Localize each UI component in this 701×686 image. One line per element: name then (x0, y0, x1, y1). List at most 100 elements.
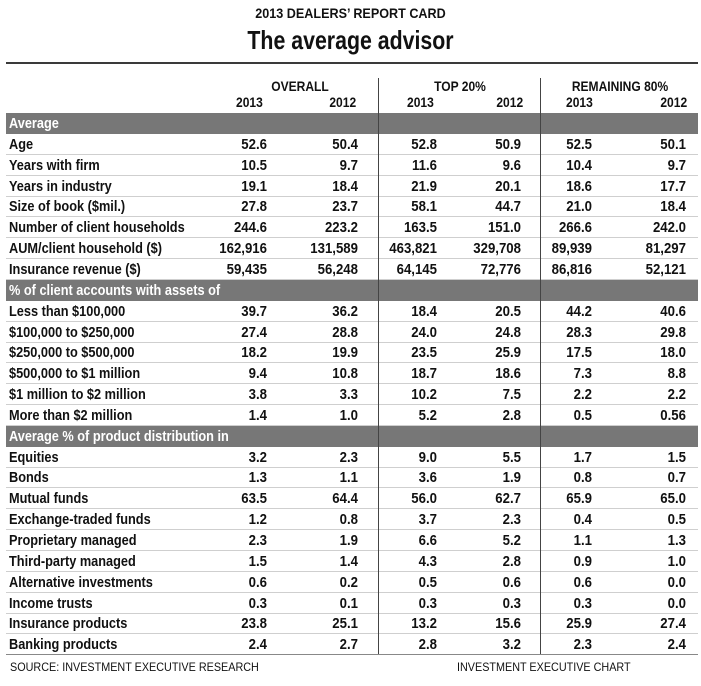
data-cell: 23.8 (241, 615, 267, 633)
data-cell: 0.3 (502, 594, 521, 612)
data-cell: 2.8 (502, 406, 521, 424)
data-cell: 18.6 (495, 365, 521, 383)
row-label: Alternative investments (9, 573, 153, 591)
row-rule (6, 216, 698, 218)
row-label: $250,000 to $500,000 (9, 344, 135, 362)
data-cell: 151.0 (487, 219, 521, 237)
table-row: Equities 3.2 2.3 9.0 5.5 1.7 1.5 (6, 447, 698, 468)
data-cell: 0.4 (573, 511, 592, 529)
data-cell: 18.0 (660, 344, 686, 362)
table-row: $250,000 to $500,000 18.2 19.9 23.5 25.9 17.5… (6, 342, 698, 364)
year-header-top20-2013: 2013 (407, 94, 434, 110)
data-cell: 242.0 (652, 219, 686, 237)
row-rule (6, 529, 698, 531)
data-cell: 64.4 (332, 490, 358, 508)
data-cell: 18.6 (566, 177, 592, 195)
data-cell: 6.6 (418, 532, 437, 549)
data-cell: 40.6 (660, 302, 686, 320)
row-rule (6, 174, 698, 176)
data-cell: 7.5 (502, 386, 521, 404)
data-cell: 52.5 (566, 135, 592, 153)
data-cell: 1.1 (573, 532, 592, 549)
data-cell: 28.3 (566, 323, 592, 341)
table-row: AUM/client household ($) 162,916 131,589 46… (6, 238, 698, 260)
data-cell: 52,121 (645, 260, 686, 278)
data-cell: 18.4 (411, 302, 437, 320)
row-label: More than $2 million (9, 406, 133, 424)
data-cell: 8.8 (667, 365, 686, 383)
data-cell: 2.8 (418, 636, 437, 654)
data-cell: 131,589 (310, 240, 358, 258)
data-cell: 44.7 (495, 198, 521, 216)
row-rule (6, 341, 698, 343)
data-cell: 2.2 (667, 386, 686, 404)
data-cell: 3.6 (418, 469, 437, 487)
row-rule (6, 424, 698, 426)
data-cell: 10.2 (411, 386, 437, 404)
data-cell: 19.1 (241, 177, 267, 195)
title-rule (6, 62, 698, 64)
report-kicker: 2013 DEALERS’ REPORT CARD (255, 5, 446, 21)
data-cell: 1.4 (248, 406, 267, 424)
data-cell: 17.7 (660, 177, 686, 195)
data-cell: 1.0 (667, 552, 686, 570)
data-cell: 24.0 (411, 323, 437, 341)
data-cell: 1.1 (339, 469, 358, 487)
data-cell: 58.1 (411, 198, 437, 216)
year-header-overall-2013: 2013 (236, 94, 263, 110)
data-cell: 1.4 (339, 552, 358, 570)
data-cell: 36.2 (332, 302, 358, 320)
row-label: Years with firm (9, 156, 100, 174)
data-cell: 2.3 (573, 636, 592, 654)
data-cell: 9.6 (502, 156, 521, 174)
data-cell: 0.9 (573, 552, 592, 570)
data-cell: 0.0 (667, 573, 686, 591)
table-row: Income trusts 0.3 0.1 0.3 0.3 0.3 0.0 (6, 593, 698, 614)
data-cell: 18.4 (660, 198, 686, 216)
row-label: Exchange-traded funds (9, 511, 151, 529)
data-cell: 1.5 (667, 448, 686, 466)
data-cell: 25.9 (495, 344, 521, 362)
data-cell: 52.8 (411, 135, 437, 153)
data-cell: 9.0 (418, 448, 437, 466)
data-cell: 2.4 (248, 636, 267, 654)
data-cell: 1.9 (502, 469, 521, 487)
data-cell: 59,435 (226, 260, 267, 278)
row-label: Size of book ($mil.) (9, 198, 126, 216)
data-cell: 4.3 (418, 552, 437, 570)
row-rule (6, 550, 698, 551)
data-cell: 329,708 (473, 240, 521, 258)
data-cell: 0.56 (660, 406, 686, 424)
row-label: Mutual funds (9, 490, 89, 508)
data-cell: 15.6 (495, 615, 521, 633)
table-row: More than $2 million 1.4 1.0 5.2 2.8 0.5 0.56 (6, 405, 698, 426)
table-row: Bonds 1.3 1.1 3.6 1.9 0.8 0.7 (6, 467, 698, 489)
row-rule (6, 153, 698, 155)
section-header: Average (6, 113, 698, 134)
data-cell: 0.7 (667, 469, 686, 487)
row-rule (6, 404, 698, 406)
data-cell: 2.3 (248, 532, 267, 549)
row-rule (6, 383, 698, 385)
row-label: AUM/client household ($) (9, 240, 162, 258)
table-row: Third-party managed 1.5 1.4 4.3 2.8 0.9 1.0 (6, 551, 698, 572)
data-cell: 64,145 (396, 260, 437, 278)
row-label: Insurance revenue ($) (9, 260, 141, 278)
year-header-overall-2012: 2012 (329, 94, 356, 110)
data-cell: 24.8 (495, 323, 521, 341)
row-rule (6, 487, 698, 489)
row-label: Proprietary managed (9, 532, 137, 549)
data-cell: 5.2 (418, 406, 437, 424)
data-cell: 1.3 (667, 532, 686, 549)
row-label: Insurance products (9, 615, 128, 633)
row-label: $100,000 to $250,000 (9, 323, 135, 341)
group-header-remaining-80: REMAINING 80% (571, 78, 669, 94)
data-cell: 5.2 (502, 532, 521, 549)
data-cell: 0.0 (667, 594, 686, 612)
data-cell: 3.2 (248, 448, 267, 466)
row-label: $500,000 to $1 million (9, 365, 141, 383)
data-cell: 81,297 (645, 240, 686, 258)
section-header: Average % of product distribution in (6, 425, 698, 447)
table-row: Years with firm 10.5 9.7 11.6 9.6 10.4 9.7 (6, 155, 698, 176)
data-cell: 1.5 (248, 552, 267, 570)
